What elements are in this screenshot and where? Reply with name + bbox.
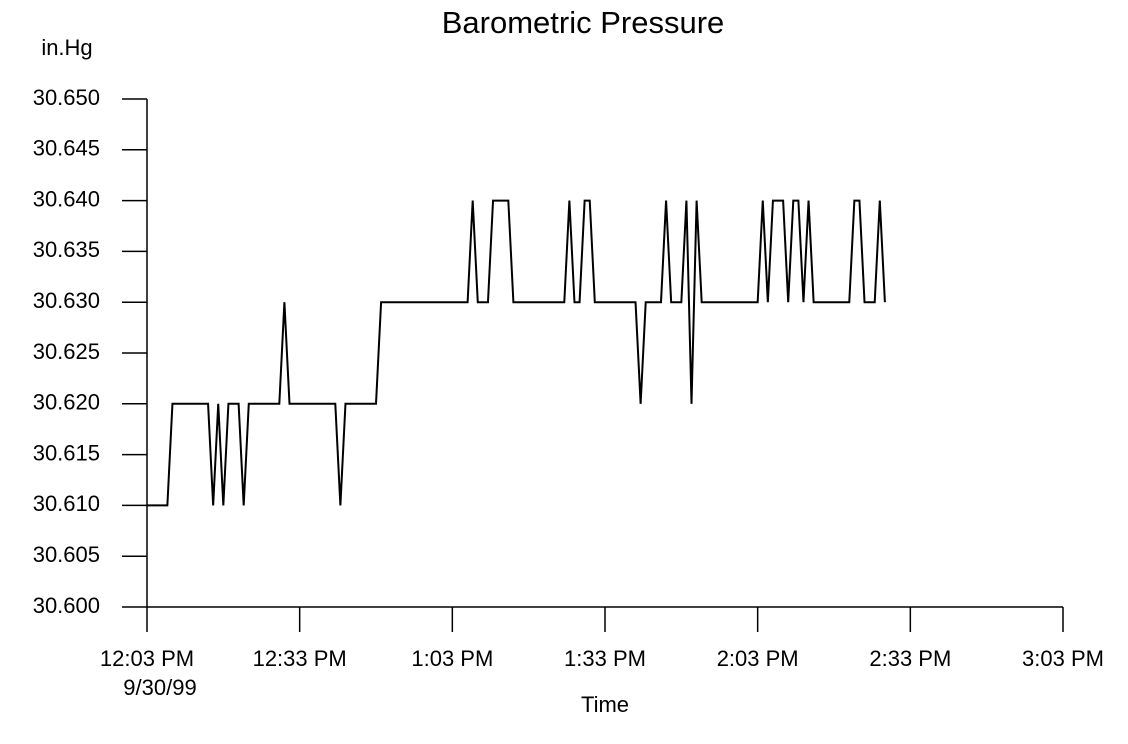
chart-title: Barometric Pressure (442, 5, 725, 40)
x-tick-label: 2:33 PM (869, 646, 951, 671)
y-tick-label: 30.645 (33, 136, 100, 161)
y-axis-label: in.Hg (41, 35, 92, 60)
y-tick-label: 30.630 (33, 288, 100, 313)
x-tick-label: 3:03 PM (1022, 646, 1104, 671)
x-tick-label: 12:03 PM (100, 646, 194, 671)
y-tick-label: 30.610 (33, 491, 100, 516)
x-tick-label: 1:33 PM (564, 646, 646, 671)
y-tick-label: 30.620 (33, 390, 100, 415)
y-tick-label: 30.615 (33, 440, 100, 465)
y-tick-label: 30.600 (33, 593, 100, 618)
x-tick-label: 1:03 PM (411, 646, 493, 671)
data-line (147, 199, 886, 507)
y-tick-label: 30.650 (33, 85, 100, 110)
x-tick-label: 2:03 PM (717, 646, 799, 671)
y-tick-label: 30.625 (33, 339, 100, 364)
y-tick-label: 30.605 (33, 542, 100, 567)
x-tick-label: 12:33 PM (253, 646, 347, 671)
x-axis-label: Time (581, 692, 629, 717)
x-date-label: 9/30/99 (123, 675, 196, 700)
y-tick-label: 30.635 (33, 237, 100, 262)
y-tick-label: 30.640 (33, 186, 100, 211)
